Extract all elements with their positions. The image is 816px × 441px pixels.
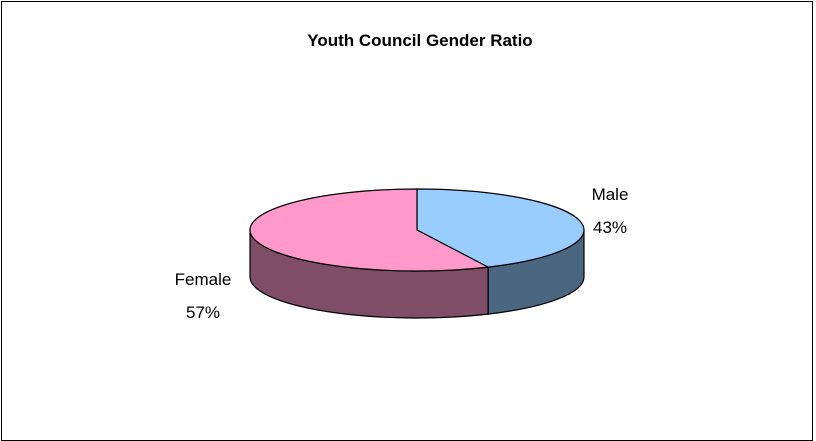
data-label-female-name: Female (175, 270, 232, 289)
chart-title: Youth Council Gender Ratio (307, 31, 533, 50)
data-label-female-percent: 57% (186, 303, 220, 322)
pie-slice-male (416, 188, 585, 268)
pie-labels: Male 43% Female 57% (175, 185, 629, 322)
data-label-male-percent: 43% (593, 218, 627, 237)
pie-top (249, 188, 585, 272)
pie-slice-female (249, 188, 491, 272)
data-label-male-name: Male (592, 185, 629, 204)
